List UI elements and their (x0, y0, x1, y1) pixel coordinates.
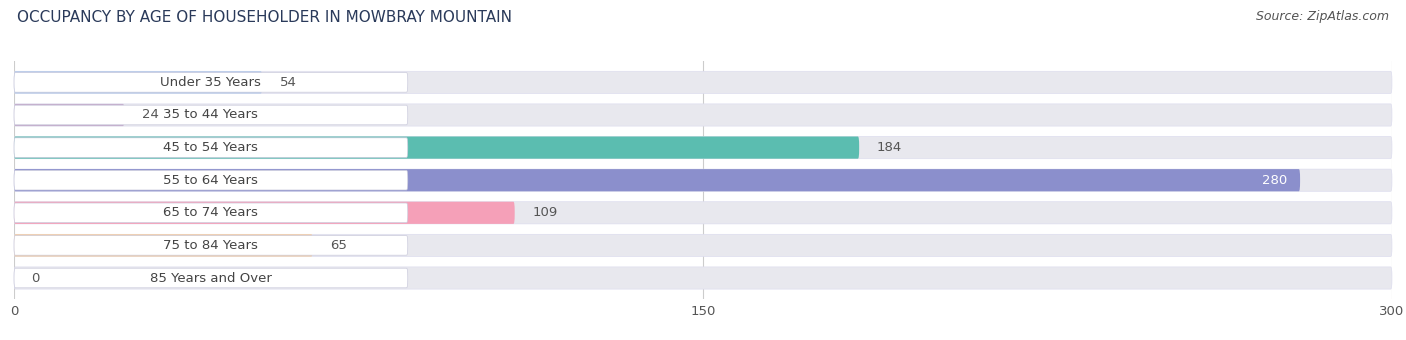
FancyBboxPatch shape (14, 105, 408, 125)
Text: 45 to 54 Years: 45 to 54 Years (163, 141, 259, 154)
FancyBboxPatch shape (14, 169, 1392, 191)
FancyBboxPatch shape (14, 169, 1301, 191)
FancyBboxPatch shape (14, 104, 124, 126)
FancyBboxPatch shape (14, 71, 262, 94)
FancyBboxPatch shape (14, 268, 408, 288)
FancyBboxPatch shape (14, 170, 408, 190)
FancyBboxPatch shape (14, 234, 1392, 256)
FancyBboxPatch shape (14, 73, 408, 92)
FancyBboxPatch shape (14, 104, 1392, 126)
Text: Under 35 Years: Under 35 Years (160, 76, 262, 89)
FancyBboxPatch shape (14, 202, 515, 224)
FancyBboxPatch shape (14, 203, 408, 223)
Text: 55 to 64 Years: 55 to 64 Years (163, 174, 259, 187)
Text: 65 to 74 Years: 65 to 74 Years (163, 206, 259, 219)
Text: 75 to 84 Years: 75 to 84 Years (163, 239, 259, 252)
FancyBboxPatch shape (14, 234, 312, 256)
FancyBboxPatch shape (14, 267, 1392, 289)
Text: 280: 280 (1261, 174, 1286, 187)
FancyBboxPatch shape (14, 236, 408, 255)
FancyBboxPatch shape (14, 202, 1392, 224)
Text: 65: 65 (330, 239, 347, 252)
FancyBboxPatch shape (14, 137, 1392, 159)
Text: Source: ZipAtlas.com: Source: ZipAtlas.com (1256, 10, 1389, 23)
Text: 184: 184 (877, 141, 901, 154)
FancyBboxPatch shape (14, 71, 1392, 94)
Text: 0: 0 (31, 272, 39, 285)
Text: 24: 24 (142, 108, 159, 121)
FancyBboxPatch shape (14, 137, 859, 159)
Text: 109: 109 (533, 206, 557, 219)
Text: 85 Years and Over: 85 Years and Over (150, 272, 271, 285)
Text: OCCUPANCY BY AGE OF HOUSEHOLDER IN MOWBRAY MOUNTAIN: OCCUPANCY BY AGE OF HOUSEHOLDER IN MOWBR… (17, 10, 512, 25)
Text: 35 to 44 Years: 35 to 44 Years (163, 108, 259, 121)
Text: 54: 54 (280, 76, 297, 89)
FancyBboxPatch shape (14, 138, 408, 157)
